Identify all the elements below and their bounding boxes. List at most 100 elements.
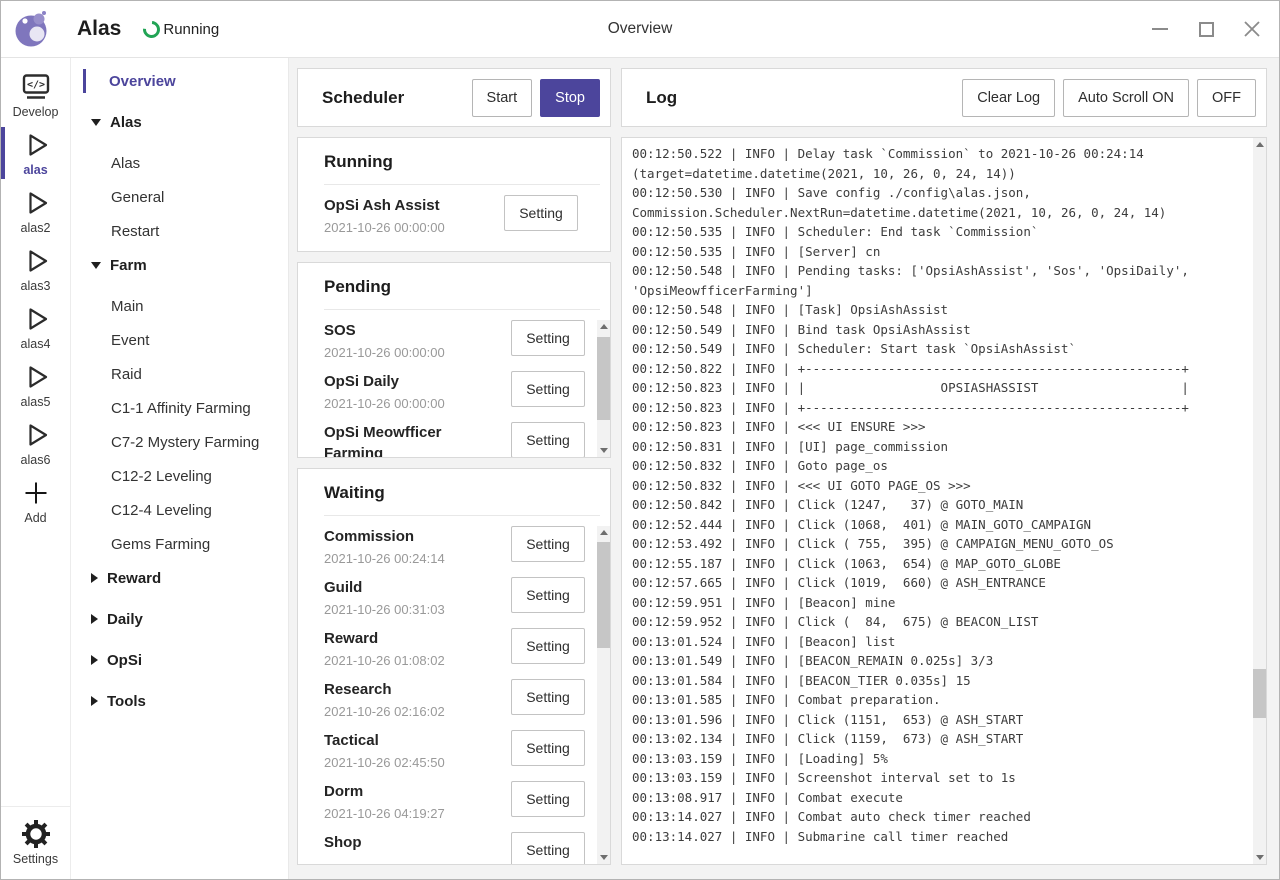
scrollbar-thumb[interactable] [1253, 669, 1266, 718]
sidebar-item-label: alas2 [20, 221, 51, 235]
task-next-run-time: 2021-10-26 00:31:03 [324, 602, 445, 617]
task-next-run-time: 2021-10-26 00:24:14 [324, 551, 445, 566]
running-spinner-icon [139, 17, 164, 41]
nav-item-event[interactable]: Event [111, 331, 150, 349]
nav-item-alas[interactable]: Alas [111, 154, 141, 172]
divider [324, 515, 600, 516]
chevron-right-icon [91, 614, 98, 624]
chevron-right-icon [91, 573, 98, 583]
scroll-down-arrow[interactable] [597, 444, 610, 457]
scroll-up-arrow[interactable] [1253, 138, 1266, 151]
task-item: Guild 2021-10-26 00:31:03 Setting [324, 577, 597, 619]
sidebar-item-alas[interactable]: alas [1, 124, 70, 182]
scroll-down-arrow[interactable] [1253, 851, 1266, 864]
nav-item-overview[interactable]: Overview [83, 69, 288, 93]
task-item: Dorm 2021-10-26 04:19:27 Setting [324, 781, 597, 823]
sidebar-item-alas5[interactable]: alas5 [1, 356, 70, 414]
plus-icon [21, 477, 51, 509]
chevron-down-icon [91, 261, 101, 269]
stop-button[interactable]: Stop [540, 78, 600, 117]
auto-scroll-on-button[interactable]: Auto Scroll ON [1063, 78, 1189, 117]
nav-item-general[interactable]: General [111, 188, 165, 206]
sidebar-item-label: alas4 [20, 337, 51, 351]
nav-group-farm[interactable]: Farm [71, 253, 288, 277]
scrollbar-thumb[interactable] [597, 337, 610, 420]
clear-log-button[interactable]: Clear Log [962, 78, 1056, 117]
scheduler-status: Running [139, 17, 220, 41]
log-title: Log [646, 87, 678, 107]
sidebar-item-alas6[interactable]: alas6 [1, 414, 70, 472]
scheduler-panel: Scheduler Start Stop [297, 68, 611, 127]
scroll-down-arrow[interactable] [597, 851, 610, 864]
task-setting-button[interactable]: Setting [511, 371, 585, 407]
task-setting-button[interactable]: Setting [511, 730, 585, 766]
auto-scroll-off-button[interactable]: OFF [1197, 78, 1256, 117]
task-item: Reward 2021-10-26 01:08:02 Setting [324, 628, 597, 670]
nav-group-daily[interactable]: Daily [71, 607, 288, 631]
log-scrollbar[interactable] [1253, 138, 1266, 864]
task-item: SOS 2021-10-26 00:00:00 Setting [324, 320, 597, 362]
pending-panel: Pending SOS 2021-10-26 00:00:00 Setting OpS… [297, 262, 611, 458]
task-setting-button[interactable]: Setting [511, 526, 585, 562]
minimize-button[interactable] [1151, 20, 1169, 38]
instance-sidebar: </> Develop alas alas2 alas3 alas4 alas5 alas6 A… [1, 58, 71, 879]
sidebar-item-alas3[interactable]: alas3 [1, 240, 70, 298]
nav-item-main[interactable]: Main [111, 297, 144, 315]
task-setting-button[interactable]: Setting [511, 832, 585, 864]
task-setting-button[interactable]: Setting [511, 628, 585, 664]
task-item: OpSi Daily 2021-10-26 00:00:00 Setting [324, 371, 597, 413]
nav-group-reward[interactable]: Reward [71, 566, 288, 590]
task-setting-button[interactable]: Setting [511, 679, 585, 715]
running-panel: Running OpSi Ash Assist 2021-10-26 00:00:… [297, 137, 611, 252]
play-icon [21, 303, 51, 335]
scrollbar-thumb[interactable] [597, 542, 610, 649]
task-name: Commission [324, 528, 415, 545]
scroll-up-arrow[interactable] [597, 320, 610, 333]
sidebar-item-label: Add [24, 511, 47, 525]
nav-group-alas[interactable]: Alas [71, 110, 288, 134]
chevron-right-icon [91, 696, 98, 706]
task-setting-button[interactable]: Setting [511, 422, 585, 457]
nav-item-gems-farming[interactable]: Gems Farming [111, 535, 211, 553]
close-button[interactable] [1243, 20, 1261, 38]
start-button[interactable]: Start [471, 78, 533, 117]
task-item: Shop Setting [324, 832, 597, 864]
task-setting-button[interactable]: Setting [504, 195, 578, 231]
log-panel: 00:12:50.522 | INFO | Delay task `Commis… [621, 137, 1267, 865]
scroll-up-arrow[interactable] [597, 526, 610, 539]
task-name: Guild [324, 579, 363, 596]
nav-group-tools[interactable]: Tools [71, 689, 288, 713]
nav-group-opsi[interactable]: OpSi [71, 648, 288, 672]
sidebar-item-add[interactable]: Add [1, 472, 70, 530]
gear-icon [20, 818, 52, 850]
task-next-run-time: 2021-10-26 04:19:27 [324, 806, 445, 821]
sidebar-item-develop[interactable]: </> Develop [1, 66, 70, 124]
sidebar-item-alas4[interactable]: alas4 [1, 298, 70, 356]
task-setting-button[interactable]: Setting [511, 781, 585, 817]
nav-item-restart[interactable]: Restart [111, 222, 160, 240]
nav-item-raid[interactable]: Raid [111, 365, 142, 383]
nav-item-c1-1-affinity-farming[interactable]: C1-1 Affinity Farming [111, 399, 251, 417]
sidebar-item-settings[interactable]: Settings [1, 813, 70, 871]
log-output: 00:12:50.522 | INFO | Delay task `Commis… [632, 146, 1189, 844]
nav-item-c12-2-leveling[interactable]: C12-2 Leveling [111, 467, 212, 485]
task-setting-button[interactable]: Setting [511, 320, 585, 356]
task-name: OpSi Meowfficer Farming [324, 424, 442, 457]
sidebar-item-label: Develop [12, 105, 59, 119]
status-text: Running [163, 20, 220, 38]
nav-item-c12-4-leveling[interactable]: C12-4 Leveling [111, 501, 212, 519]
chevron-right-icon [91, 655, 98, 665]
waiting-scrollbar[interactable] [597, 526, 610, 864]
pending-scrollbar[interactable] [597, 320, 610, 457]
play-icon [21, 361, 51, 393]
task-name: Dorm [324, 783, 364, 800]
sidebar-item-alas2[interactable]: alas2 [1, 182, 70, 240]
maximize-button[interactable] [1197, 20, 1215, 38]
minimize-icon [1152, 28, 1168, 30]
task-item: OpSi Meowfficer Farming Setting [324, 422, 597, 457]
sidebar-item-label: Settings [12, 852, 59, 866]
nav-item-c7-2-mystery-farming[interactable]: C7-2 Mystery Farming [111, 433, 260, 451]
task-item: Research 2021-10-26 02:16:02 Setting [324, 679, 597, 721]
task-setting-button[interactable]: Setting [511, 577, 585, 613]
running-title: Running [324, 152, 393, 171]
